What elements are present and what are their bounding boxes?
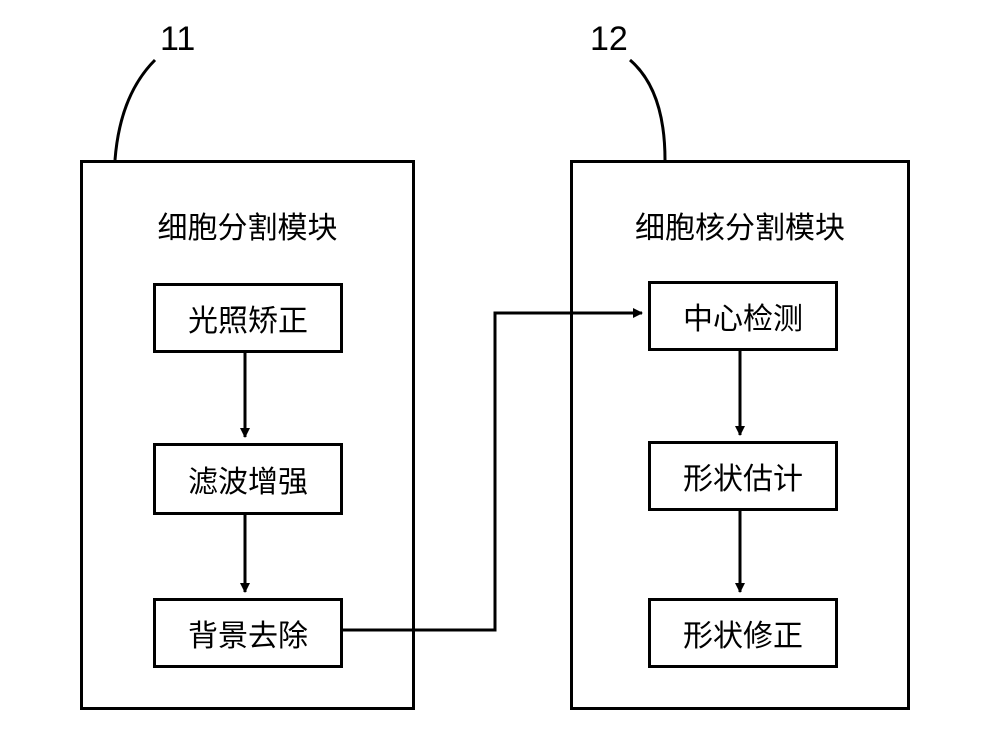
step-label: 背景去除	[188, 611, 308, 655]
module-nucleus-segmentation: 细胞核分割模块 中心检测 形状估计 形状修正	[570, 160, 910, 710]
module-cell-segmentation: 细胞分割模块 光照矫正 滤波增强 背景去除	[80, 160, 415, 710]
step-label: 形状估计	[683, 454, 803, 498]
module-title-left: 细胞分割模块	[83, 203, 412, 247]
step-label: 光照矫正	[188, 296, 308, 340]
step-illumination-correction: 光照矫正	[153, 283, 343, 353]
callout-12	[630, 60, 665, 160]
step-center-detection: 中心检测	[648, 281, 838, 351]
step-label: 形状修正	[683, 611, 803, 655]
step-label: 滤波增强	[188, 457, 308, 501]
ref-label-12: 12	[590, 20, 628, 59]
diagram-canvas: 11 12 细胞分割模块 光照矫正 滤波增强 背景去除 细胞核分割模块 中心检测…	[0, 0, 1000, 742]
step-shape-correction: 形状修正	[648, 598, 838, 668]
step-shape-estimation: 形状估计	[648, 441, 838, 511]
callout-11	[115, 60, 155, 160]
ref-label-11: 11	[160, 20, 195, 59]
step-background-removal: 背景去除	[153, 598, 343, 668]
step-filter-enhancement: 滤波增强	[153, 443, 343, 515]
module-title-right: 细胞核分割模块	[573, 203, 907, 247]
step-label: 中心检测	[683, 294, 803, 338]
